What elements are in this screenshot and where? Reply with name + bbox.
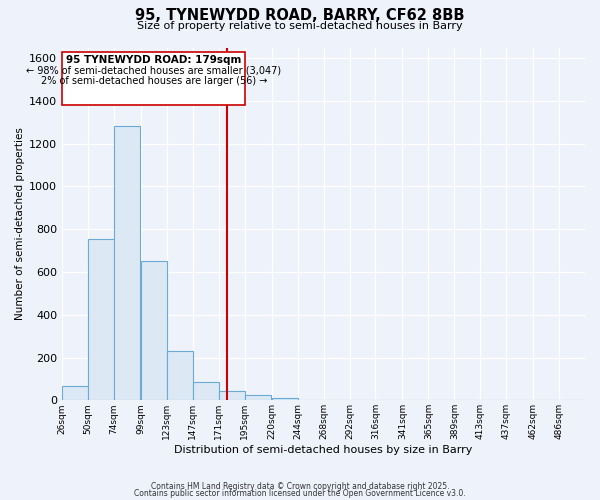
Text: 95, TYNEWYDD ROAD, BARRY, CF62 8BB: 95, TYNEWYDD ROAD, BARRY, CF62 8BB (135, 8, 465, 22)
Bar (272, 398, 298, 400)
Bar (245, 395, 271, 400)
Y-axis label: Number of semi-detached properties: Number of semi-detached properties (15, 128, 25, 320)
Text: ← 98% of semi-detached houses are smaller (3,047): ← 98% of semi-detached houses are smalle… (26, 66, 281, 76)
Bar (141, 262, 167, 400)
Bar (219, 390, 245, 400)
Bar (167, 351, 193, 401)
Bar (62, 386, 88, 400)
Text: 95 TYNEWYDD ROAD: 179sqm: 95 TYNEWYDD ROAD: 179sqm (66, 55, 242, 65)
X-axis label: Distribution of semi-detached houses by size in Barry: Distribution of semi-detached houses by … (175, 445, 473, 455)
Text: Contains public sector information licensed under the Open Government Licence v3: Contains public sector information licen… (134, 489, 466, 498)
Bar (114, 126, 140, 400)
Text: Size of property relative to semi-detached houses in Barry: Size of property relative to semi-detach… (137, 21, 463, 31)
Bar (193, 382, 219, 400)
Text: Contains HM Land Registry data © Crown copyright and database right 2025.: Contains HM Land Registry data © Crown c… (151, 482, 449, 491)
Bar (88, 239, 114, 400)
FancyBboxPatch shape (62, 52, 245, 105)
Text: 2% of semi-detached houses are larger (56) →: 2% of semi-detached houses are larger (5… (41, 76, 267, 86)
